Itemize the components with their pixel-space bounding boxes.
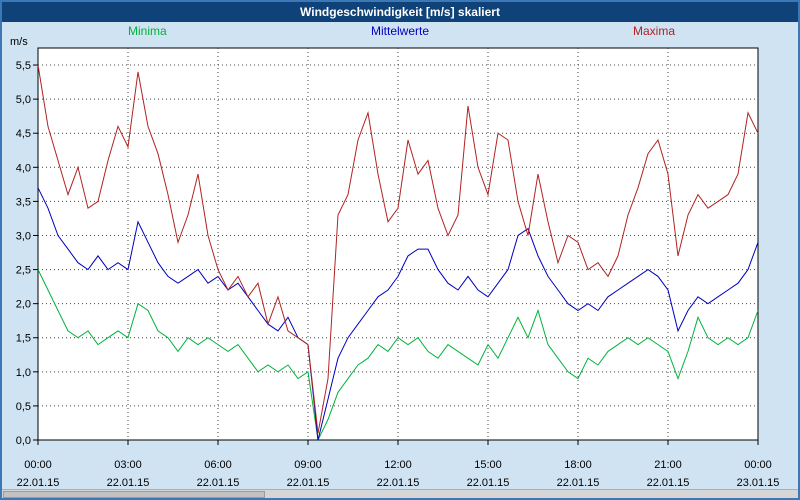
x-tick-date-label: 23.01.15 bbox=[737, 477, 780, 489]
y-tick-label: 1,5 bbox=[16, 333, 31, 345]
y-tick-label: 5,0 bbox=[16, 94, 31, 106]
y-tick-label: 3,5 bbox=[16, 196, 31, 208]
legend-minima: Minima bbox=[128, 24, 167, 38]
y-tick-label: 3,0 bbox=[16, 230, 31, 242]
y-tick-label: 2,0 bbox=[16, 299, 31, 311]
y-axis-unit-label: m/s bbox=[10, 36, 28, 48]
x-tick-time-label: 15:00 bbox=[474, 459, 502, 471]
x-tick-time-label: 18:00 bbox=[564, 459, 592, 471]
x-tick-date-label: 22.01.15 bbox=[467, 477, 510, 489]
x-tick-time-label: 00:00 bbox=[24, 459, 52, 471]
x-tick-date-label: 22.01.15 bbox=[647, 477, 690, 489]
y-tick-label: 2,5 bbox=[16, 265, 31, 277]
legend-maxima: Maxima bbox=[633, 24, 676, 38]
wind-speed-plot: 0,0 0,5 1,0 1,5 2,0 2,5 3,0 3,5 4,0 4,5 5,0 5,5 00:0… bbox=[16, 47, 780, 489]
x-tick-time-label: 21:00 bbox=[654, 459, 682, 471]
x-tick-time-label: 00:00 bbox=[744, 459, 772, 471]
y-tick-label: 0,5 bbox=[16, 401, 31, 413]
y-tick-label: 5,5 bbox=[16, 60, 31, 72]
x-tick-date-label: 22.01.15 bbox=[377, 477, 420, 489]
x-tick-time-label: 06:00 bbox=[204, 459, 232, 471]
x-tick-time-label: 09:00 bbox=[294, 459, 322, 471]
y-tick-label: 0,0 bbox=[16, 435, 31, 447]
x-tick-time-label: 12:00 bbox=[384, 459, 412, 471]
x-tick-date-label: 22.01.15 bbox=[287, 477, 330, 489]
x-tick-date-label: 22.01.15 bbox=[17, 477, 60, 489]
x-tick-date-label: 22.01.15 bbox=[107, 477, 150, 489]
series-mittelwerte-line bbox=[37, 187, 759, 441]
series-minima-line bbox=[37, 269, 759, 442]
legend-mittelwerte: Mittelwerte bbox=[370, 24, 430, 38]
y-tick-label: 4,0 bbox=[16, 162, 31, 174]
legend: Minima Mittelwerte Maxima bbox=[2, 24, 798, 40]
chart-title: Windgeschwindigkeit [m/s] skaliert bbox=[300, 5, 500, 19]
scrollbar-thumb[interactable] bbox=[3, 491, 265, 498]
x-tick-date-label: 22.01.15 bbox=[557, 477, 600, 489]
chart-title-bar: Windgeschwindigkeit [m/s] skaliert bbox=[2, 2, 798, 22]
horizontal-scrollbar[interactable] bbox=[2, 489, 798, 498]
x-tick-date-label: 22.01.15 bbox=[197, 477, 240, 489]
x-tick-time-label: 03:00 bbox=[114, 459, 142, 471]
y-tick-label: 4,5 bbox=[16, 128, 31, 140]
y-tick-label: 1,0 bbox=[16, 367, 31, 379]
series-maxima-line bbox=[37, 64, 759, 434]
